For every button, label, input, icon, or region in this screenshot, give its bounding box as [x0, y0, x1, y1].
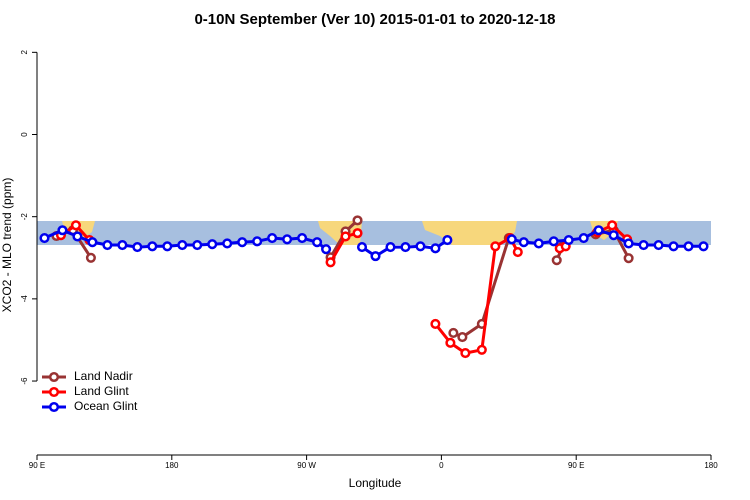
data-point	[548, 236, 559, 247]
y-tick-label: -4	[20, 295, 29, 303]
data-point	[252, 236, 263, 247]
data-point	[132, 242, 143, 253]
data-point	[400, 242, 411, 253]
data-point	[518, 237, 529, 248]
data-point	[698, 241, 709, 252]
data-point	[162, 241, 173, 252]
legend-label: Land Nadir	[74, 369, 133, 383]
data-point	[448, 327, 459, 339]
data-point	[177, 239, 188, 251]
data-point	[653, 239, 664, 251]
data-point	[457, 332, 468, 343]
data-point	[72, 231, 83, 242]
data-point	[267, 232, 278, 244]
data-point	[87, 237, 98, 248]
y-axis-label: XCO2 - MLO trend (ppm)	[0, 178, 14, 313]
legend-label: Ocean Glint	[74, 399, 138, 413]
data-point	[356, 242, 368, 253]
data-point	[57, 225, 68, 236]
data-point	[207, 239, 218, 250]
data-point	[312, 237, 323, 248]
x-tick-label: 90 E	[29, 461, 45, 470]
data-point	[340, 231, 351, 242]
data-point	[578, 232, 589, 244]
data-point	[352, 228, 363, 239]
data-point	[39, 232, 50, 244]
data-point	[370, 251, 381, 262]
data-point	[460, 348, 471, 359]
data-point	[638, 239, 649, 251]
data-point	[623, 253, 634, 264]
data-point	[476, 344, 487, 355]
data-point	[607, 220, 618, 231]
y-tick-label: -6	[20, 377, 29, 385]
data-point	[430, 318, 441, 329]
data-point	[321, 244, 332, 255]
y-tick-label: 2	[20, 50, 29, 55]
data-point	[506, 234, 517, 245]
data-point	[593, 225, 604, 236]
data-point	[430, 243, 441, 254]
data-point	[683, 241, 694, 252]
x-tick-label: 90 E	[568, 461, 584, 470]
data-point	[70, 220, 81, 231]
data-point	[237, 237, 248, 248]
chart-title: 0-10N September (Ver 10) 2015-01-01 to 2…	[194, 11, 555, 28]
legend-label: Land Glint	[74, 384, 129, 398]
x-tick-label: 180	[165, 461, 179, 470]
data-point	[222, 238, 233, 249]
data-point	[282, 234, 293, 245]
x-axis-label: Longitude	[349, 476, 402, 490]
data-point	[490, 241, 501, 252]
legend-swatch-point	[48, 371, 60, 383]
data-point	[117, 239, 128, 251]
data-point	[415, 241, 426, 252]
data-point	[623, 238, 634, 249]
data-point	[352, 215, 363, 226]
legend-swatch-point	[48, 401, 60, 413]
data-point	[147, 241, 158, 252]
y-tick-label: 0	[20, 132, 29, 137]
data-point	[533, 238, 544, 249]
x-tick-label: 0	[439, 461, 444, 470]
data-point	[85, 252, 96, 263]
data-point	[551, 255, 562, 266]
data-point	[442, 235, 453, 246]
y-tick-label: -2	[20, 213, 29, 221]
data-point	[445, 337, 456, 348]
x-tick-label: 180	[704, 461, 718, 470]
data-point	[102, 239, 113, 251]
data-point	[668, 241, 679, 252]
data-point	[563, 235, 574, 246]
data-point	[297, 232, 308, 244]
data-point	[385, 242, 396, 253]
data-point	[608, 230, 619, 241]
legend-swatch-point	[48, 386, 60, 398]
data-point	[512, 246, 523, 258]
data-point	[192, 239, 203, 251]
data-point	[325, 257, 336, 268]
x-tick-label: 90 W	[297, 461, 316, 470]
